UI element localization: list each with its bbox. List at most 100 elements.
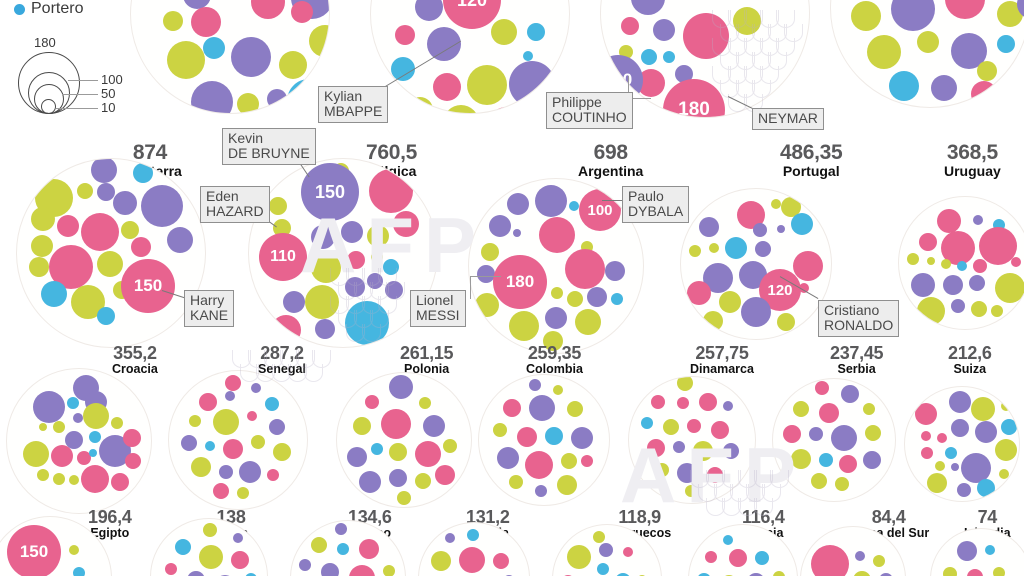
legend-label-100: 100 xyxy=(101,72,123,87)
legend-ring-10 xyxy=(41,99,56,114)
team-name: Senegal xyxy=(258,362,306,377)
team-disc xyxy=(930,528,1024,576)
caption-croacia: 355,2 Croacia xyxy=(112,344,158,376)
team-value: 874 xyxy=(132,141,167,164)
legend-keeper: Portero xyxy=(14,0,83,18)
player-bubble-messi[interactable]: 180 xyxy=(493,255,547,309)
legend-keeper-label: Portero xyxy=(31,0,84,17)
legend-label-10: 10 xyxy=(101,100,116,115)
callout-kane[interactable]: Harry KANE xyxy=(184,290,235,327)
team-name: Egipto xyxy=(90,526,130,541)
callout-firstname: Kylian xyxy=(324,88,363,104)
callout-firstname: Philippe xyxy=(552,94,602,110)
callout-lastname: KANE xyxy=(190,306,229,323)
callout-messi[interactable]: Lionel MESSI xyxy=(410,290,466,327)
callout-firstname: Cristiano xyxy=(824,302,880,318)
team-disc xyxy=(478,374,610,506)
team-disc: 100 180 xyxy=(468,178,644,354)
team-disc xyxy=(418,522,530,576)
legend-lead-50 xyxy=(62,94,98,96)
player-bubble-hazard[interactable]: 110 xyxy=(259,233,307,281)
team-disc xyxy=(772,378,896,502)
team-name: Uruguay xyxy=(944,163,1001,180)
caption-senegal: 287,2 Senegal xyxy=(258,344,306,376)
team-value: 355,2 xyxy=(113,343,157,363)
caption-argentina: 698 Argentina xyxy=(578,142,643,179)
team-value: 257,75 xyxy=(695,343,749,363)
callout-coutinho[interactable]: Philippe COUTINHO xyxy=(546,92,633,129)
team-name: Colombia xyxy=(526,362,583,377)
callout-firstname: Eden xyxy=(206,188,239,204)
team-name: Portugal xyxy=(782,163,840,180)
team-name: Dinamarca xyxy=(690,362,754,377)
caption-uruguay: 368,5 Uruguay xyxy=(944,142,1001,179)
team-value: 74 xyxy=(977,507,998,527)
callout-firstname: Harry xyxy=(190,292,225,308)
team-value: 118,9 xyxy=(618,507,661,527)
watermark-text: AFP xyxy=(300,201,486,289)
team-disc xyxy=(6,368,152,514)
team-value: 212,6 xyxy=(948,343,992,363)
caption-portugal: 486,35 Portugal xyxy=(780,141,843,180)
keeper-color-dot xyxy=(14,3,25,15)
team-disc xyxy=(628,376,756,504)
team-disc xyxy=(168,370,308,510)
team-name: Croacia xyxy=(112,362,158,377)
team-disc xyxy=(130,0,330,114)
player-bubble-salah[interactable]: 150 xyxy=(7,525,61,576)
team-value: 287,2 xyxy=(260,343,304,363)
team-value: 486,35 xyxy=(780,141,843,164)
team-disc: 120 xyxy=(680,188,832,340)
elbow-messi xyxy=(470,276,501,299)
callout-lastname: RONALDO xyxy=(824,316,894,333)
callout-mbappe[interactable]: Kylian MBAPPE xyxy=(318,86,389,123)
team-disc xyxy=(336,372,472,508)
team-value: 84,4 xyxy=(871,507,906,527)
callout-dybala[interactable]: Paulo DYBALA xyxy=(622,186,690,223)
callout-lastname: DE BRUYNE xyxy=(228,144,310,161)
legend-size-scale: 180 100 50 10 xyxy=(14,36,149,114)
team-value: 368,5 xyxy=(946,141,998,164)
callout-firstname: Paulo xyxy=(628,188,664,204)
player-bubble-kane[interactable]: 150 xyxy=(121,259,175,313)
team-disc xyxy=(150,518,268,576)
team-disc: 150 xyxy=(16,158,206,348)
callout-neymar[interactable]: NEYMAR xyxy=(752,108,824,130)
caption-serbia: 237,45 Serbia xyxy=(830,343,884,376)
callout-lastname: NEYMAR xyxy=(758,110,818,126)
callout-ronaldo[interactable]: Cristiano RONALDO xyxy=(818,300,900,337)
team-disc: 150 110 xyxy=(248,158,438,348)
callout-lastname: DYBALA xyxy=(628,202,684,219)
callout-debruyne[interactable]: Kevin DE BRUYNE xyxy=(222,128,316,165)
team-value: 259,35 xyxy=(527,343,582,363)
team-disc xyxy=(830,0,1024,108)
team-value: 261,15 xyxy=(400,343,454,363)
legend-lead-100 xyxy=(68,80,98,82)
team-disc xyxy=(898,196,1024,330)
legend-label-180: 180 xyxy=(34,35,56,50)
callout-hazard[interactable]: Eden HAZARD xyxy=(200,186,270,223)
team-value: 131,2 xyxy=(466,507,510,527)
caption-suiza: 212,6 Suiza xyxy=(948,344,992,376)
caption-egipto: 196,4 Egipto xyxy=(88,508,132,540)
legend-lead-10 xyxy=(56,108,98,110)
player-bubble-ronaldo[interactable]: 120 xyxy=(759,269,801,311)
player-bubble-neymar[interactable]: 180 xyxy=(663,79,725,117)
team-value: 196,4 xyxy=(88,507,132,527)
team-name: Suiza xyxy=(953,362,987,377)
legend-label-50: 50 xyxy=(101,86,116,101)
team-value: 698 xyxy=(593,141,628,164)
caption-colombia: 259,35 Colombia xyxy=(526,344,583,376)
callout-lastname: MBAPPE xyxy=(324,102,383,119)
team-value: 237,45 xyxy=(830,343,884,363)
team-disc: 120 xyxy=(370,0,570,114)
callout-lastname: MESSI xyxy=(416,306,460,323)
callout-lastname: HAZARD xyxy=(206,202,264,219)
player-bubble-debruyne[interactable]: 150 xyxy=(301,163,359,221)
elbow-coutinho xyxy=(628,76,651,99)
callout-lastname: COUTINHO xyxy=(552,108,627,125)
watermark-text-2: AFP xyxy=(620,431,806,519)
team-disc xyxy=(904,386,1020,502)
player-bubble-dybala[interactable]: 100 xyxy=(579,189,621,231)
